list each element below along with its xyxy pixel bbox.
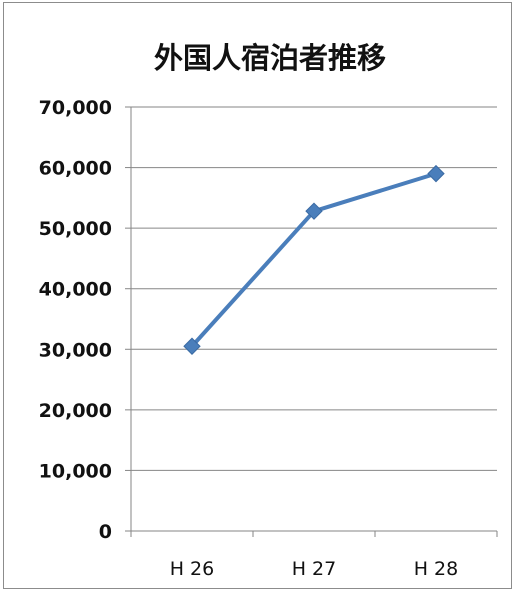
data-point-marker <box>305 202 323 220</box>
y-tick-label: 20,000 <box>39 400 112 422</box>
markers-layer <box>183 164 445 355</box>
y-tick-label: 30,000 <box>39 339 112 361</box>
chart-frame <box>3 2 512 589</box>
y-tick-labels: 0 10,000 20,000 30,000 40,000 50,000 60,000 70,… <box>39 97 112 543</box>
y-tick-label: 0 <box>99 521 112 543</box>
data-point-marker <box>183 337 201 355</box>
axes <box>125 106 498 537</box>
x-tick-label: H 28 <box>414 558 459 580</box>
x-tick-label: H 26 <box>170 558 215 580</box>
y-tick-label: 50,000 <box>39 218 112 240</box>
chart-title: 外国人宿泊者推移 <box>154 41 386 75</box>
y-tick-label: 10,000 <box>39 460 112 482</box>
x-tick-labels: H 26 H 27 H 28 <box>170 558 459 580</box>
data-point-marker <box>427 164 445 183</box>
series-line-layer <box>190 171 437 348</box>
y-tick-label: 60,000 <box>39 158 112 180</box>
y-tick-label: 40,000 <box>39 279 112 301</box>
x-tick-label: H 27 <box>292 558 337 580</box>
y-tick-label: 70,000 <box>39 97 112 119</box>
series-line <box>190 171 437 348</box>
grid-lines <box>131 106 497 471</box>
